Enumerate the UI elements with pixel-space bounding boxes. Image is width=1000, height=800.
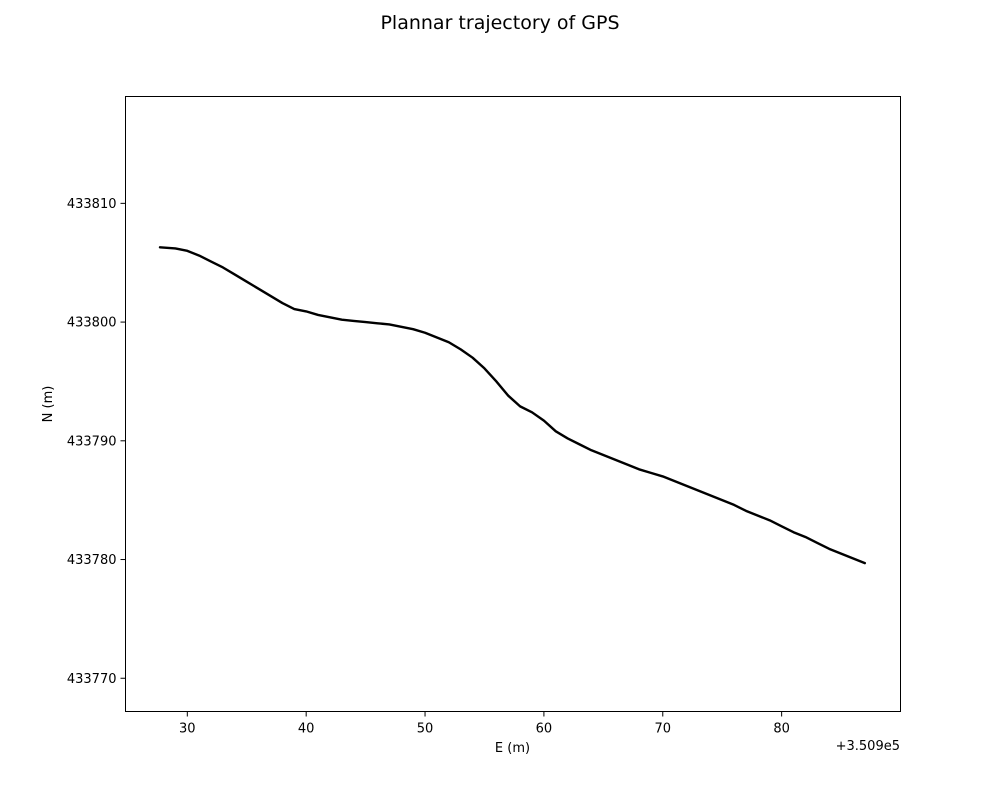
y-tick-label: 433810 <box>67 197 117 212</box>
y-axis-label: N (m) <box>41 386 56 423</box>
x-tick-label: 60 <box>536 722 553 737</box>
x-axis-ticks: 30 40 50 60 70 80 <box>179 711 790 737</box>
chart-title: Plannar trajectory of GPS <box>380 12 620 34</box>
x-axis-label: E (m) <box>495 741 530 756</box>
axes: 30 40 50 60 70 80 433770433780433790433800433… <box>41 96 901 756</box>
y-tick-label: 433780 <box>67 553 117 568</box>
y-tick-label: 433770 <box>67 672 117 687</box>
x-tick-label: 70 <box>654 722 671 737</box>
x-tick-label: 30 <box>179 722 196 737</box>
y-axis-ticks: 433770 433780 433790 433800 433810 <box>67 197 126 687</box>
x-axis-offset-label: +3.509e5 <box>836 739 900 754</box>
y-tick-label: 433790 <box>67 434 117 449</box>
y-tick-label: 433800 <box>67 316 117 331</box>
x-tick-label: 40 <box>298 722 315 737</box>
plot-area-frame <box>125 96 901 712</box>
x-tick-label: 50 <box>417 722 434 737</box>
x-tick-label: 80 <box>773 722 790 737</box>
trajectory-line <box>158 246 867 565</box>
